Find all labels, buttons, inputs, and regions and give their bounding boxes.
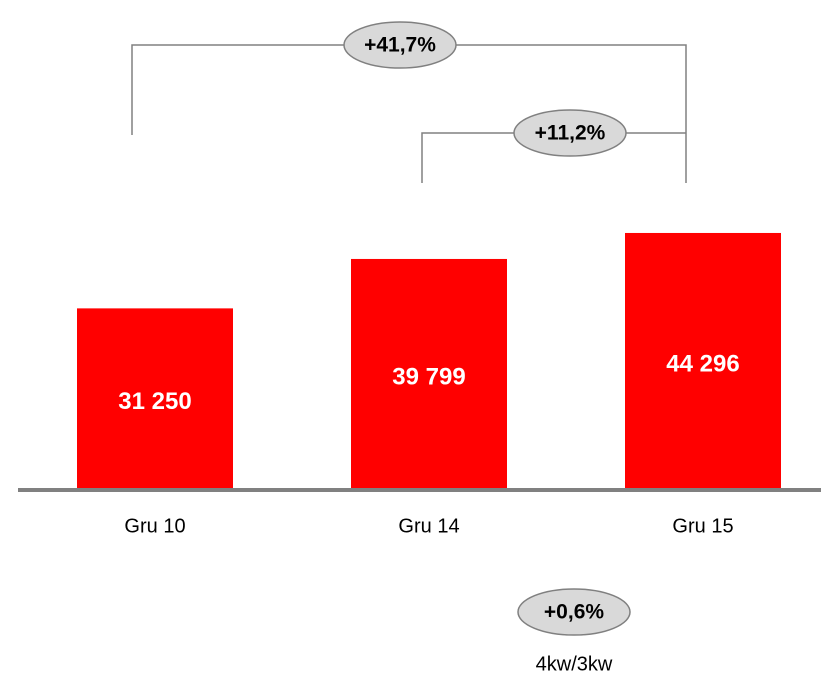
annotation-bubble (343, 21, 457, 69)
bar (351, 258, 507, 489)
footnote: 4kw/3kw (536, 653, 613, 675)
annotation: +0,6% (544, 601, 604, 624)
value-label: 44 296 (666, 350, 739, 377)
value-label: 39 799 (392, 363, 465, 390)
annotation-bubble (513, 109, 627, 157)
bar (77, 308, 233, 489)
annotation: +41,7% (364, 34, 436, 57)
x-tick-label: Gru 15 (672, 515, 733, 537)
x-tick-label: Gru 10 (124, 515, 185, 537)
annotation-bubble (517, 588, 631, 636)
annotation: +11,2% (535, 122, 606, 145)
bar (625, 232, 781, 489)
value-label: 31 250 (118, 388, 191, 415)
x-tick-label: Gru 14 (398, 515, 459, 537)
